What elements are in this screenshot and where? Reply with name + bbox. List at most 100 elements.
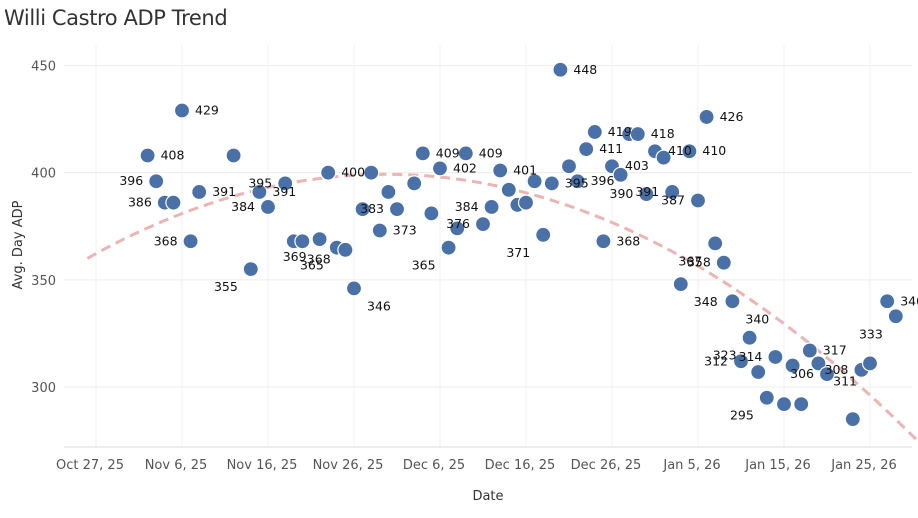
data-label: 384 <box>455 199 479 214</box>
data-point <box>320 164 337 181</box>
data-point <box>560 158 578 175</box>
data-label: 373 <box>393 223 417 238</box>
data-point <box>810 355 827 372</box>
data-point <box>543 175 560 192</box>
data-label: 376 <box>446 216 470 231</box>
data-point <box>793 396 810 413</box>
data-point <box>173 102 191 119</box>
data-label: 371 <box>506 245 530 260</box>
data-label: 367 <box>678 253 702 268</box>
x-tick-label: Jan 25, 26 <box>830 458 897 473</box>
data-point <box>724 293 741 310</box>
data-point <box>750 363 767 381</box>
data-point <box>242 261 259 278</box>
data-point <box>354 201 371 218</box>
data-label: 391 <box>212 184 236 199</box>
data-label: 306 <box>790 366 814 381</box>
data-point <box>612 166 629 183</box>
data-point <box>526 173 543 190</box>
data-point <box>689 192 707 209</box>
data-point <box>139 147 156 164</box>
data-labels: 4083963864293683913553913843953683694003… <box>119 62 918 423</box>
x-tick-label: Dec 6, 25 <box>403 458 465 473</box>
data-label: 387 <box>661 193 685 208</box>
data-point <box>294 233 311 250</box>
chart-title: Willi Castro ADP Trend <box>4 6 228 30</box>
data-point <box>311 231 328 248</box>
data-label: 403 <box>625 158 649 173</box>
x-tick-label: Jan 5, 26 <box>662 458 720 473</box>
data-label: 408 <box>161 148 185 163</box>
data-label: 386 <box>128 195 152 210</box>
x-tick-label: Nov 26, 25 <box>313 458 384 473</box>
data-label: 333 <box>859 326 883 341</box>
data-point <box>801 342 818 359</box>
data-label: 368 <box>616 233 640 248</box>
data-point <box>741 329 758 346</box>
data-label: 340 <box>745 311 769 326</box>
data-label: 396 <box>591 173 615 188</box>
data-label: 317 <box>823 343 847 358</box>
grid-lines <box>64 45 912 447</box>
data-point <box>440 239 457 256</box>
data-point <box>148 173 165 190</box>
data-label: 383 <box>360 201 384 216</box>
data-point <box>535 226 552 243</box>
x-tick-label: Jan 15, 26 <box>744 458 811 473</box>
data-point <box>629 125 646 143</box>
axes: 300 350 400 450 Oct 27, 25 Nov 6, 25 Nov 16, 2… <box>31 60 912 473</box>
data-label: 402 <box>453 160 477 175</box>
data-label: 369 <box>283 249 307 264</box>
data-point <box>586 123 603 141</box>
data-point <box>672 276 689 293</box>
data-label: 426 <box>720 109 744 124</box>
data-label: 365 <box>300 258 324 273</box>
data-point <box>474 216 492 233</box>
data-label: 448 <box>573 62 597 77</box>
data-label: 411 <box>599 141 623 156</box>
data-point <box>380 183 397 201</box>
data-label: 308 <box>825 362 849 377</box>
data-point <box>758 389 775 406</box>
data-point <box>818 366 836 383</box>
data-point <box>715 254 732 271</box>
y-axis-title: Avg. Day ADP <box>11 200 26 289</box>
data-point <box>732 353 750 370</box>
data-point <box>191 183 208 201</box>
data-point <box>277 175 294 192</box>
data-label: 409 <box>436 145 460 160</box>
data-point <box>569 173 586 190</box>
data-label: 384 <box>231 199 255 214</box>
data-label: 390 <box>610 186 634 201</box>
data-point <box>707 235 724 252</box>
data-label: 311 <box>833 373 857 388</box>
data-points <box>139 61 904 428</box>
data-label: 348 <box>694 294 718 309</box>
data-label: 395 <box>248 175 272 190</box>
data-label: 312 <box>704 353 728 368</box>
data-point <box>655 149 672 166</box>
data-point <box>552 61 569 78</box>
data-point <box>492 162 509 179</box>
data-point <box>844 411 861 428</box>
x-axis-title: Date <box>472 489 503 504</box>
data-label: 355 <box>214 279 238 294</box>
data-label: 346 <box>367 298 391 313</box>
data-label: 419 <box>608 124 632 139</box>
data-label: 368 <box>307 251 331 266</box>
data-label: 323 <box>713 348 737 363</box>
data-point <box>887 308 904 325</box>
data-point <box>388 201 406 218</box>
data-label: 295 <box>730 408 754 423</box>
data-label: 401 <box>513 163 537 178</box>
data-label: 429 <box>195 103 219 118</box>
x-tick-label: Nov 16, 25 <box>227 458 298 473</box>
x-tick-label: Oct 27, 25 <box>56 458 124 473</box>
data-point <box>259 198 277 216</box>
data-point <box>371 222 388 239</box>
data-point <box>449 220 466 237</box>
y-tick-label: 400 <box>31 167 56 182</box>
data-label: 358 <box>687 255 711 270</box>
data-point <box>337 241 354 258</box>
data-point <box>775 396 793 413</box>
